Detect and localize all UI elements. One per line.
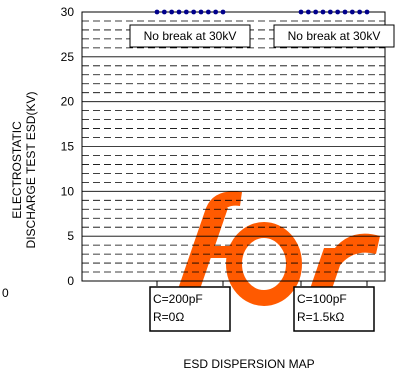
y-tick-5: 5 (67, 229, 74, 243)
condition-line-2-1: C=100pF (297, 292, 347, 306)
condition-box-2 (293, 286, 375, 332)
point-g2-3 (313, 9, 319, 15)
point-g1-2 (161, 9, 167, 15)
point-g1-10 (220, 9, 226, 15)
point-g2-4 (320, 9, 326, 15)
condition-box-1 (149, 286, 231, 332)
point-g1-4 (176, 9, 182, 15)
left-edge-label: 0 (2, 286, 9, 300)
point-g1-6 (191, 9, 197, 15)
condition-line-1-2: R=0Ω (153, 310, 184, 324)
y-axis-label: ELECTROSTATIC DISCHARGE TEST ESD(KV) (10, 92, 38, 249)
watermark-f-hook (206, 191, 242, 214)
point-g2-7 (342, 9, 348, 15)
annotations: No break at 30kV No break at 30kV (129, 24, 395, 48)
y-tick-10: 10 (61, 184, 75, 198)
annotation-box-1 (129, 24, 251, 48)
point-g2-2 (305, 9, 311, 15)
x-axis-label: ESD DISPERSION MAP (183, 357, 314, 371)
point-g1-7 (198, 9, 204, 15)
grid (82, 20, 385, 273)
condition-boxes: C=200pF R=0Ω C=100pF R=1.5kΩ (149, 286, 375, 332)
watermark-o (226, 222, 302, 306)
point-g2-9 (357, 9, 363, 15)
plot-frame (81, 11, 386, 282)
y-tick-0: 0 (67, 274, 74, 288)
point-g1-1 (154, 9, 160, 15)
annotation-text-2: No break at 30kV (288, 29, 381, 43)
y-tick-15: 15 (61, 140, 75, 154)
condition-line-1-1: C=200pF (153, 292, 203, 306)
y-tick-25: 25 (61, 50, 75, 64)
point-g1-3 (169, 9, 175, 15)
annotation-text-1: No break at 30kV (144, 29, 237, 43)
point-g2-6 (335, 9, 341, 15)
x-ticks (156, 281, 368, 286)
point-g2-1 (298, 9, 304, 15)
y-tick-30: 30 (61, 5, 75, 19)
point-g1-5 (183, 9, 189, 15)
y-tick-20: 20 (61, 95, 75, 109)
point-g1-8 (205, 9, 211, 15)
y-tick-labels: 0 5 10 15 20 25 30 (61, 5, 75, 288)
y-axis-label-line-2: DISCHARGE TEST ESD(KV) (24, 92, 38, 249)
data-points (154, 9, 370, 15)
point-g2-5 (327, 9, 333, 15)
condition-line-2-2: R=1.5kΩ (297, 310, 344, 324)
y-axis-label-line-1: ELECTROSTATIC (10, 121, 24, 219)
point-g2-10 (364, 9, 370, 15)
point-g2-8 (349, 9, 355, 15)
annotation-box-2 (273, 24, 395, 48)
watermark-r-arm (328, 233, 380, 268)
point-g1-9 (213, 9, 219, 15)
